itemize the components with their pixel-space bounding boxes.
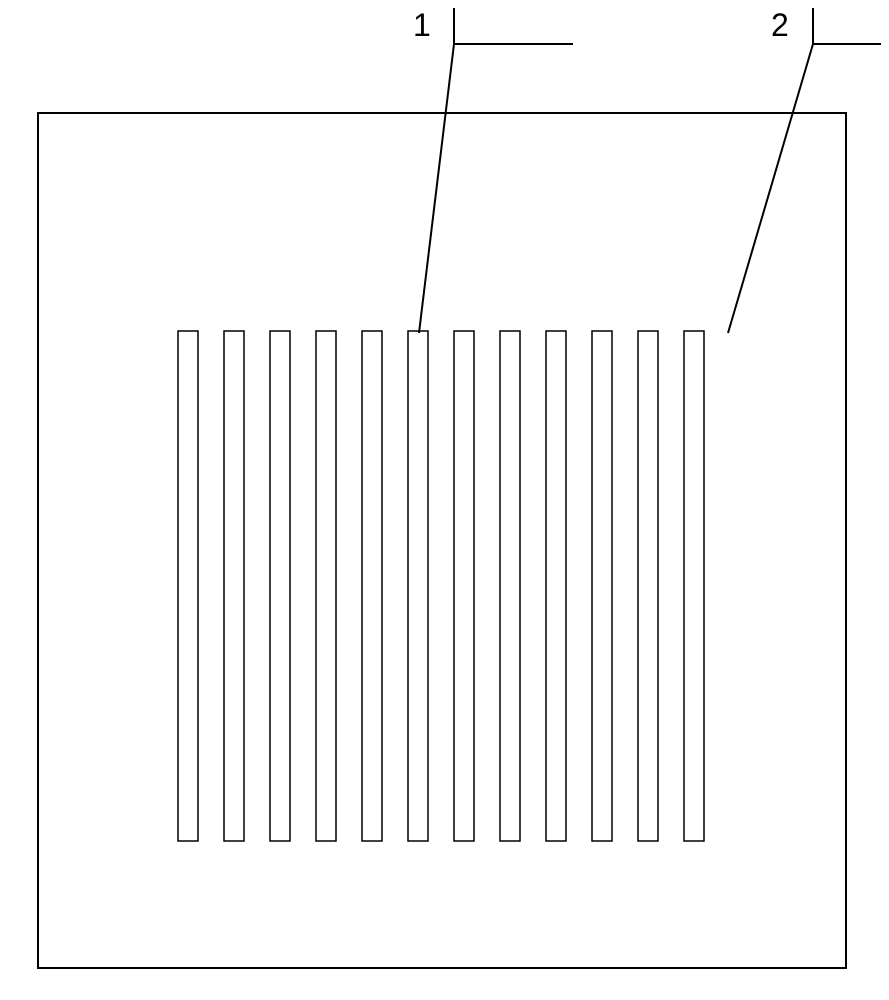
callout-2-label: 2 (771, 7, 789, 43)
bar (500, 331, 520, 841)
bar (362, 331, 382, 841)
bar (638, 331, 658, 841)
bar (546, 331, 566, 841)
bar (684, 331, 704, 841)
bar (454, 331, 474, 841)
outer-frame (38, 113, 846, 968)
callout-1-label: 1 (413, 7, 431, 43)
callout-2-leader (728, 44, 813, 333)
bar-array (178, 331, 704, 841)
callout-1: 1 (413, 7, 573, 333)
bar (224, 331, 244, 841)
callout-2: 2 (728, 7, 881, 333)
bar (592, 331, 612, 841)
bar (316, 331, 336, 841)
bar (270, 331, 290, 841)
callout-1-leader (419, 44, 454, 333)
bar (178, 331, 198, 841)
bar (408, 331, 428, 841)
